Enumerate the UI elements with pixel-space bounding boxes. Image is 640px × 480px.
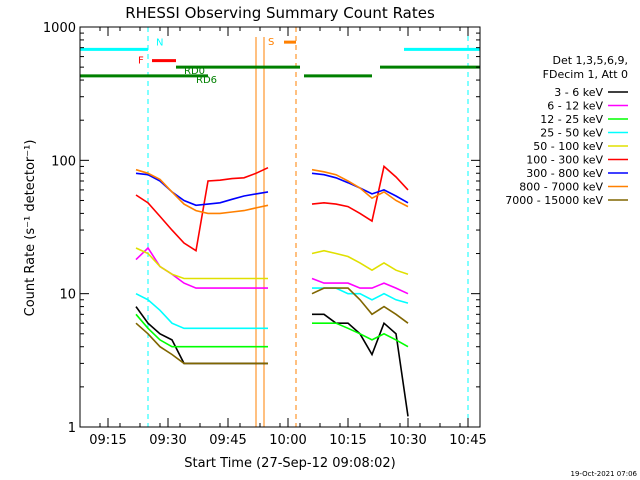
x-axis-label: Start Time (27-Sep-12 09:08:02) (184, 456, 395, 471)
data-series (135, 164, 409, 417)
marker-f-label: F (138, 56, 144, 67)
legend-label: 12 - 25 keV (540, 113, 603, 126)
x-tick-label: 10:00 (269, 433, 306, 448)
legend-label: 300 - 800 keV (526, 167, 603, 180)
x-tick-label: 09:15 (89, 433, 126, 448)
x-tick-label: 09:45 (209, 433, 246, 448)
series-12to25kev-line-1 (135, 313, 268, 348)
series-7000to15000kev-line-1 (135, 322, 268, 365)
series-100to300kev-line-1 (135, 166, 269, 253)
x-tick-label: 10:45 (449, 433, 486, 448)
plot-frame (79, 26, 481, 428)
legend-header-line-1: Det 1,3,5,6,9, (552, 54, 628, 67)
y-axis: 1 10 100 1000 (43, 21, 480, 436)
series-3to6kev-line-2 (312, 313, 409, 417)
legend-label: 800 - 7000 keV (519, 181, 603, 194)
legend-label: 25 - 50 keV (540, 127, 603, 140)
legend-label: 50 - 100 keV (533, 140, 603, 153)
y-tick-label: 1 (68, 421, 76, 436)
series-100to300kev-line-2 (311, 164, 409, 223)
legend-header-line-2: FDecim 1, Att 0 (543, 68, 628, 81)
y-tick-label: 10 (59, 288, 76, 303)
series-300to800kev-line-1 (135, 172, 269, 207)
legend-label: 7000 - 15000 keV (505, 194, 603, 207)
x-tick-label: 10:30 (389, 433, 426, 448)
series-800to7000kev-line-1 (135, 168, 269, 215)
legend-label: 3 - 6 keV (554, 86, 603, 99)
legend-label: 100 - 300 keV (526, 154, 603, 167)
marker-rd6-label: RD6 (196, 75, 217, 86)
series-12to25kev-line-2 (312, 322, 409, 348)
series-25to50kev-line-1 (135, 292, 268, 330)
series-7000to15000kev-line-2 (311, 287, 409, 324)
chart-title: RHESSI Observing Summary Count Rates (125, 4, 435, 22)
series-50to100kev-line-1 (135, 247, 268, 280)
y-tick-label: 1000 (43, 21, 76, 36)
x-axis: 09:15 09:30 09:45 10:00 10:15 10:30 10:45 (79, 27, 487, 448)
y-tick-label: 100 (51, 154, 76, 169)
legend: Det 1,3,5,6,9, FDecim 1, Att 0 3 - 6 keV… (505, 54, 628, 207)
series-6to12kev-line-1 (135, 246, 268, 289)
marker-n-label: N (156, 37, 163, 48)
marker-s-label: S (268, 37, 274, 48)
x-tick-label: 09:30 (149, 433, 186, 448)
series-800to7000kev-line-2 (311, 168, 409, 208)
y-axis-label: Count Rate (s⁻¹ detector⁻¹) (23, 140, 38, 317)
timestamp: 19-Oct-2021 07:06 (571, 470, 638, 478)
legend-label: 6 - 12 keV (547, 100, 603, 113)
x-tick-label: 10:15 (329, 433, 366, 448)
series-50to100kev-line-2 (311, 249, 409, 275)
series-6to12kev-line-2 (311, 277, 409, 295)
marker-rd0-label: RD0 (184, 66, 205, 77)
